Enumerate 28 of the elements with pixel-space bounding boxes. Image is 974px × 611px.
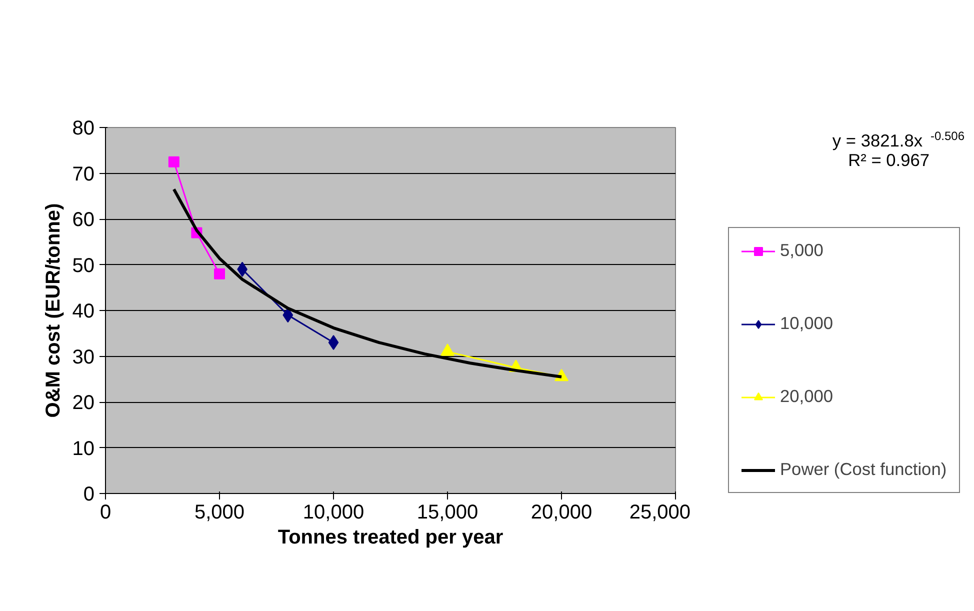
y-tick-label: 0 — [83, 484, 94, 506]
x-tick-label: 20,000 — [530, 502, 592, 524]
legend-label: 5,000 — [780, 240, 824, 261]
y-tick-label: 40 — [72, 300, 95, 322]
point — [328, 335, 339, 350]
x-tick-label: 25,000 — [629, 502, 690, 524]
x-tick-label: 5,000 — [194, 502, 245, 524]
point — [214, 268, 225, 280]
x-axis-title: Tonnes treated per year — [278, 526, 504, 548]
y-tick-label: 60 — [72, 209, 95, 231]
point — [440, 344, 454, 356]
y-tick-label: 50 — [72, 254, 95, 277]
point — [282, 308, 294, 323]
text: R² = 0.967 — [848, 150, 930, 170]
y-tick-label: 10 — [72, 438, 95, 460]
text: y = 3821.8x-0.506 — [832, 128, 965, 151]
y-tick-label: 30 — [72, 346, 95, 368]
x-tick-label: 0 — [100, 502, 112, 524]
legend-label: 10,000 — [780, 313, 833, 334]
legend-label: 20,000 — [780, 386, 833, 407]
point — [168, 156, 180, 168]
y-tick-label: 70 — [72, 163, 95, 186]
y-tick-label: 80 — [72, 118, 95, 140]
x-tick-label: 15,000 — [416, 502, 478, 524]
x-tick-label: 10,000 — [302, 502, 364, 524]
legend-label: Power (Cost function) — [780, 459, 947, 480]
y-axis-title: O&M cost (EUR/tonne) — [42, 203, 64, 418]
y-tick-label: 20 — [72, 392, 95, 414]
